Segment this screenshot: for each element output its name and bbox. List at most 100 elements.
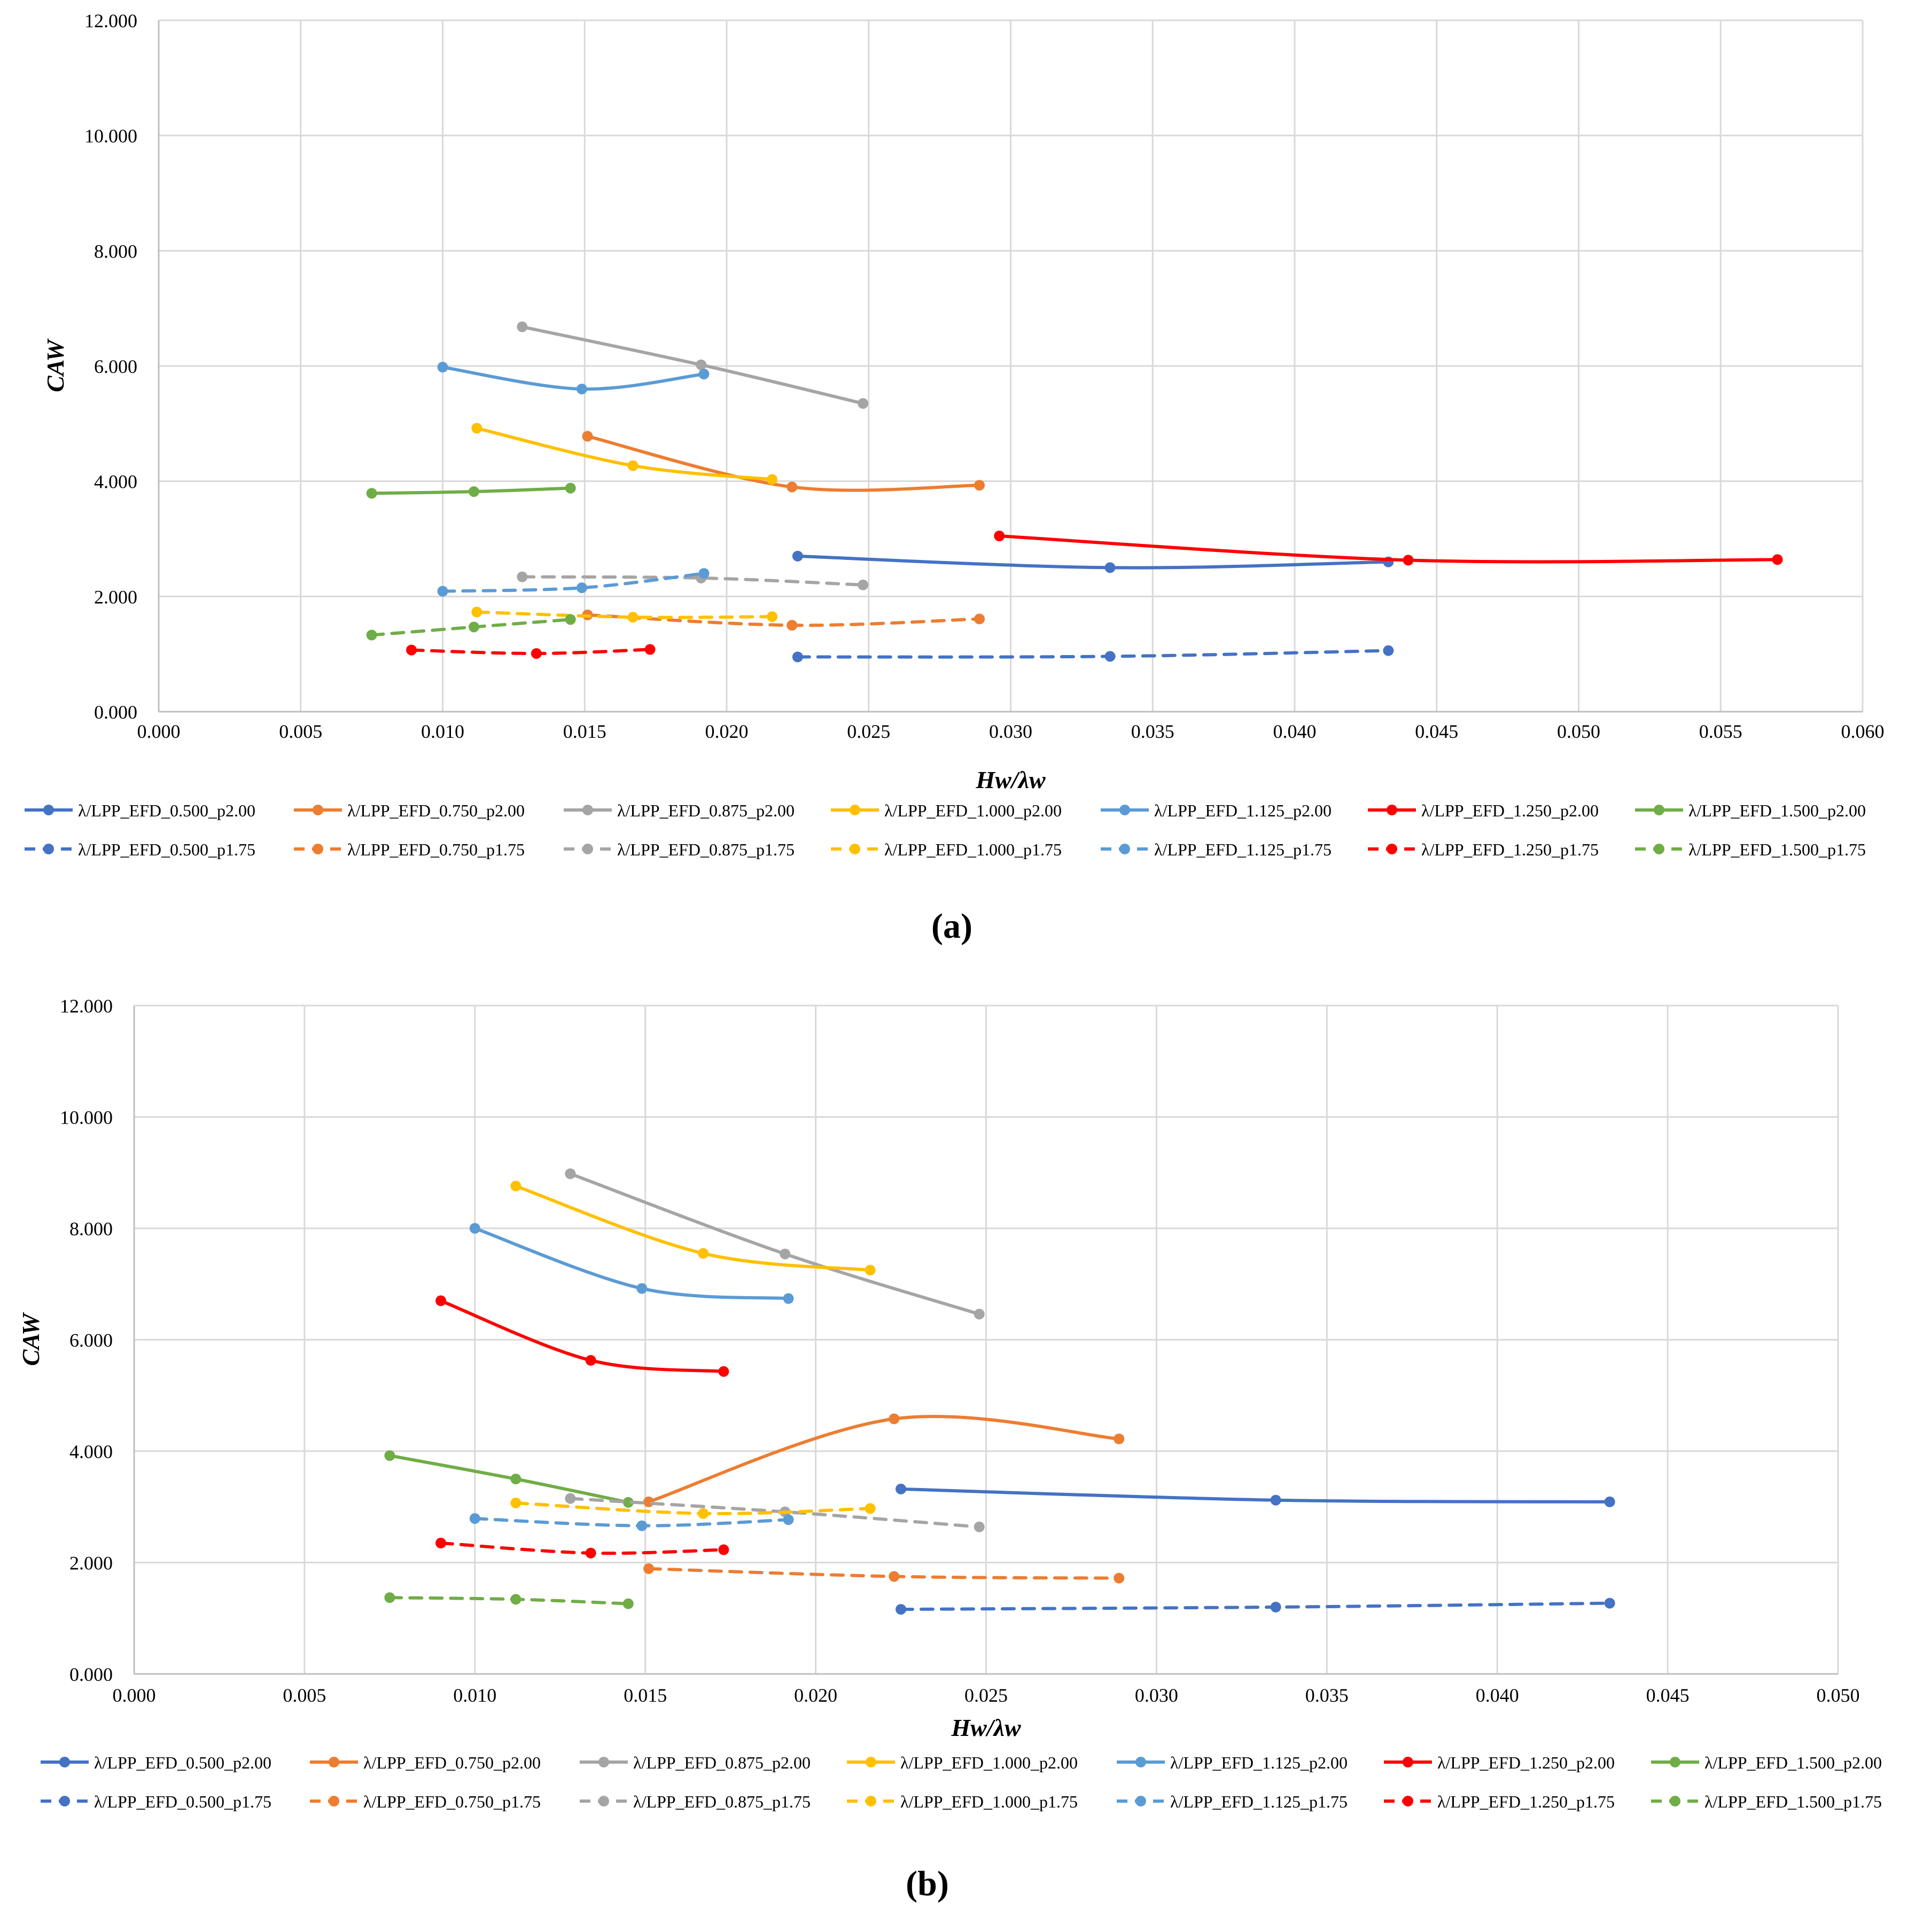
legend-entry: λ/LPP_EFD_0.500_p1.75 bbox=[41, 1792, 271, 1811]
series-line bbox=[647, 1415, 1121, 1503]
series-λ/LPP_EFD_1.125_p2.00 bbox=[437, 362, 710, 395]
legend-swatch-marker bbox=[1135, 1796, 1146, 1806]
series-λ/LPP_EFD_0.500_p2.00 bbox=[792, 550, 1394, 573]
figure-caption: (a) bbox=[931, 907, 972, 946]
data-point bbox=[783, 1514, 794, 1525]
legend-entry: λ/LPP_EFD_1.000_p1.75 bbox=[847, 1792, 1078, 1811]
data-point bbox=[406, 644, 417, 656]
legend-swatch-marker bbox=[582, 805, 593, 815]
y-tick-label: 2.000 bbox=[94, 586, 137, 607]
series-λ/LPP_EFD_1.250_p1.75 bbox=[406, 644, 656, 659]
series-λ/LPP_EFD_0.750_p1.75 bbox=[582, 609, 985, 631]
data-point bbox=[636, 1520, 648, 1531]
series-line bbox=[473, 1517, 790, 1528]
x-axis-title: Hw/λw bbox=[951, 1714, 1021, 1741]
data-point bbox=[858, 579, 869, 590]
data-point bbox=[974, 613, 985, 625]
y-tick-label: 4.000 bbox=[69, 1441, 113, 1462]
series-λ/LPP_EFD_1.250_p1.75 bbox=[435, 1538, 729, 1559]
series-λ/LPP_EFD_1.000_p2.00 bbox=[510, 1180, 876, 1276]
legend-swatch-marker bbox=[1119, 805, 1130, 815]
series-line bbox=[899, 1601, 1612, 1611]
x-tick-label: 0.045 bbox=[1646, 1685, 1690, 1706]
legend: λ/LPP_EFD_0.500_p2.00 λ/LPP_EFD_0.750_p2.… bbox=[25, 801, 1866, 859]
data-point bbox=[718, 1366, 729, 1377]
legend-entry: λ/LPP_EFD_1.500_p2.00 bbox=[1651, 1753, 1882, 1772]
data-point bbox=[767, 611, 778, 622]
data-point bbox=[627, 460, 639, 471]
legend-swatch-marker bbox=[866, 1757, 876, 1767]
x-axis-title: Hw/λw bbox=[975, 766, 1046, 793]
y-tick-label: 8.000 bbox=[94, 240, 137, 262]
chart-b: 0.000 0.005 0.010 0.015 0.020 0.025 0.030 0.035… bbox=[17, 995, 1882, 1903]
x-tick-label: 0.030 bbox=[1135, 1685, 1178, 1706]
data-point bbox=[889, 1571, 900, 1582]
data-point bbox=[1383, 645, 1394, 656]
legend-entry: λ/LPP_EFD_0.750_p1.75 bbox=[310, 1792, 541, 1811]
data-point bbox=[698, 369, 710, 380]
legend-entry: λ/LPP_EFD_1.125_p1.75 bbox=[1101, 840, 1332, 859]
data-point bbox=[576, 582, 587, 594]
legend-swatch-marker bbox=[1403, 1757, 1413, 1767]
legend-entry: λ/LPP_EFD_0.500_p1.75 bbox=[25, 840, 255, 859]
figure-caption: (b) bbox=[906, 1864, 949, 1903]
data-point bbox=[698, 1248, 709, 1259]
legend-swatch-marker bbox=[43, 844, 54, 854]
data-point bbox=[585, 1547, 596, 1559]
series-line bbox=[796, 649, 1390, 659]
legend-label: λ/LPP_EFD_1.000_p1.75 bbox=[900, 1792, 1078, 1811]
data-point bbox=[896, 1604, 907, 1615]
legend-label: λ/LPP_EFD_0.500_p1.75 bbox=[78, 840, 255, 859]
data-point bbox=[698, 568, 710, 579]
legend-label: λ/LPP_EFD_0.875_p2.00 bbox=[617, 801, 795, 820]
series-line bbox=[441, 572, 706, 593]
legend-label: λ/LPP_EFD_1.250_p1.75 bbox=[1421, 840, 1599, 859]
legend-entry: λ/LPP_EFD_1.500_p1.75 bbox=[1635, 840, 1866, 859]
series-λ/LPP_EFD_1.125_p1.75 bbox=[469, 1513, 794, 1531]
data-point bbox=[974, 1308, 985, 1320]
y-tick-label: 0.000 bbox=[69, 1664, 113, 1685]
data-point bbox=[1772, 554, 1783, 565]
series-λ/LPP_EFD_1.125_p2.00 bbox=[469, 1223, 794, 1304]
legend: λ/LPP_EFD_0.500_p2.00 λ/LPP_EFD_0.750_p2.… bbox=[41, 1753, 1882, 1811]
x-tick-label: 0.030 bbox=[989, 721, 1032, 742]
legend-swatch-marker bbox=[1387, 805, 1397, 815]
x-tick-label: 0.060 bbox=[1841, 721, 1885, 742]
data-point bbox=[627, 612, 639, 623]
y-axis-title: CAW bbox=[42, 338, 69, 392]
x-tick-label: 0.050 bbox=[1557, 721, 1600, 742]
data-point bbox=[576, 384, 587, 395]
y-axis-title: CAW bbox=[17, 1312, 44, 1366]
data-point bbox=[636, 1283, 648, 1294]
data-point bbox=[384, 1592, 395, 1603]
series-λ/LPP_EFD_1.500_p1.75 bbox=[384, 1592, 634, 1609]
legend-swatch-marker bbox=[313, 844, 323, 854]
data-point bbox=[1604, 1496, 1615, 1507]
series-λ/LPP_EFD_0.750_p1.75 bbox=[643, 1563, 1125, 1584]
series-line bbox=[388, 1596, 630, 1606]
data-point bbox=[510, 1594, 521, 1605]
data-point bbox=[510, 1180, 521, 1191]
data-point bbox=[517, 571, 528, 582]
series-line bbox=[796, 554, 1390, 570]
data-point bbox=[435, 1538, 447, 1549]
data-point bbox=[1114, 1572, 1125, 1584]
data-point bbox=[565, 1493, 576, 1504]
data-point bbox=[858, 398, 869, 409]
legend-swatch-marker bbox=[1119, 844, 1130, 854]
data-point bbox=[565, 1168, 576, 1179]
data-point bbox=[792, 651, 803, 663]
legend-swatch-marker bbox=[329, 1796, 339, 1806]
series-line bbox=[388, 1454, 630, 1504]
series-line bbox=[520, 325, 865, 406]
series-line bbox=[439, 1541, 726, 1555]
legend-label: λ/LPP_EFD_1.250_p2.00 bbox=[1421, 801, 1599, 820]
legend-entry: λ/LPP_EFD_1.500_p1.75 bbox=[1651, 1792, 1882, 1811]
data-point bbox=[974, 480, 985, 491]
legend-entry: λ/LPP_EFD_0.875_p1.75 bbox=[580, 1792, 811, 1811]
x-tick-label: 0.025 bbox=[964, 1685, 1008, 1706]
data-point bbox=[994, 531, 1005, 542]
series-line bbox=[899, 1487, 1612, 1503]
series-λ/LPP_EFD_1.000_p1.75 bbox=[471, 606, 778, 623]
